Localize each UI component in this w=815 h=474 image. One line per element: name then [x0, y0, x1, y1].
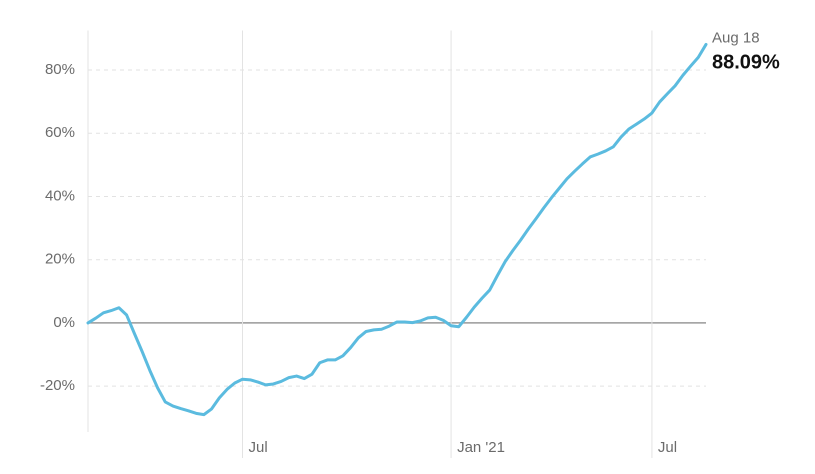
y-tick-label: -20% — [40, 377, 75, 394]
y-tick-label: 40% — [45, 187, 75, 204]
x-tick-label: Jan '21 — [457, 439, 505, 456]
x-tick-label: Jul — [658, 439, 677, 456]
annotation-date: Aug 18 — [712, 29, 760, 46]
y-tick-label: 60% — [45, 124, 75, 141]
y-tick-label: 20% — [45, 251, 75, 268]
data-line — [86, 42, 708, 417]
y-tick-label: 0% — [53, 314, 75, 331]
y-tick-label: 80% — [45, 61, 75, 78]
x-tick-label: Jul — [249, 439, 268, 456]
value-label: 88.09% — [712, 52, 780, 74]
